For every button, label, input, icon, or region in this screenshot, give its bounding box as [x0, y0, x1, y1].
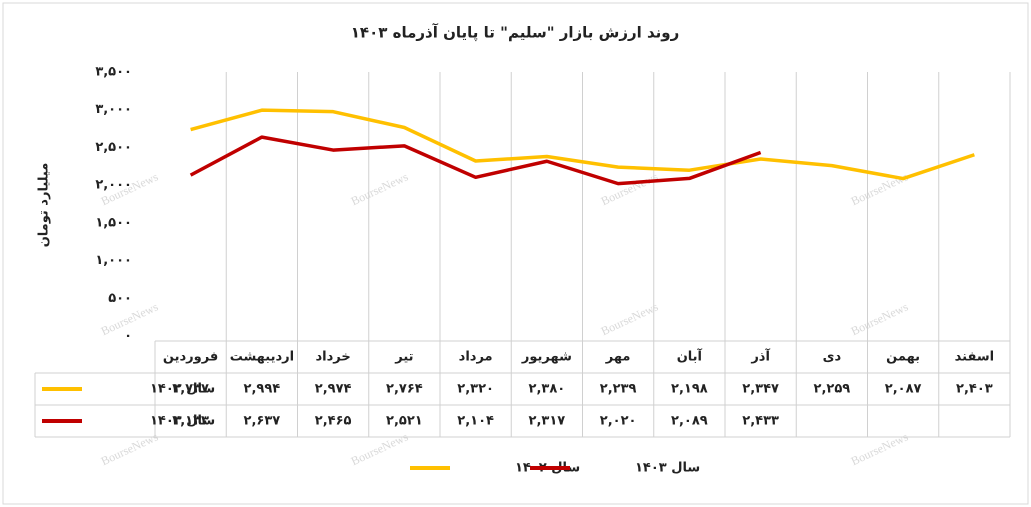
table-value: ۲,۰۲۰	[600, 414, 637, 429]
table-value: ۲,۴۰۳	[956, 382, 993, 397]
table-value: ۲,۱۰۴	[457, 414, 494, 429]
x-tick-label: اردیبهشت	[230, 350, 294, 365]
x-tick-label: خرداد	[315, 350, 350, 365]
x-tick-label: اسفند	[955, 350, 994, 365]
series-line	[190, 108, 975, 181]
chart-title: روند ارزش بازار "سلیم" تا پایان آذرماه ۱…	[351, 24, 679, 43]
table-value: ۲,۰۸۹	[671, 414, 708, 429]
table-value: ۲,۲۵۹	[814, 382, 851, 397]
x-tick-label: آذر	[750, 348, 770, 365]
y-tick-label: ۱,۰۰۰	[95, 253, 132, 268]
table-value: ۲,۹۷۴	[315, 382, 352, 397]
table-value: ۲,۵۲۱	[386, 414, 423, 429]
y-tick-label: ۰	[124, 329, 132, 344]
table-value: ۲,۴۶۵	[315, 414, 352, 429]
table-value: ۲,۲۳۹	[600, 382, 637, 397]
y-tick-label: ۱,۵۰۰	[95, 215, 132, 230]
y-axis-label: میلیارد تومان	[37, 163, 52, 248]
series-line	[189, 135, 762, 186]
y-tick-label: ۵۰۰	[108, 291, 132, 306]
table-value: ۲,۱۹۸	[671, 382, 708, 397]
y-tick-label: ۳,۵۰۰	[95, 65, 132, 80]
table-value: ۲,۴۳۳	[742, 414, 779, 429]
y-tick-label: ۳,۰۰۰	[95, 102, 132, 117]
table-series-name: سال ۱۴۰۲	[150, 382, 215, 397]
table-value: ۲,۳۴۷	[742, 382, 779, 397]
x-tick-label: مهر	[605, 350, 631, 365]
table-series-name: سال ۱۴۰۳	[150, 414, 215, 429]
x-tick-label: تیر	[394, 350, 413, 365]
x-tick-label: فروردین	[163, 350, 218, 365]
table-value: ۲,۹۹۴	[244, 382, 281, 397]
table-value: ۲,۳۸۰	[529, 382, 566, 397]
table-value: ۲,۰۸۷	[885, 382, 922, 397]
table-value: ۲,۷۳۷	[172, 382, 209, 397]
x-tick-label: مرداد	[459, 350, 493, 365]
x-tick-label: دی	[823, 350, 842, 365]
table-value: ۲,۶۳۷	[244, 414, 281, 429]
y-tick-label: ۲,۵۰۰	[95, 140, 132, 155]
table-value: ۲,۳۱۷	[529, 414, 566, 429]
x-tick-label: بهمن	[886, 350, 920, 365]
table-value: ۲,۳۲۰	[457, 382, 494, 397]
x-tick-label: آبان	[677, 348, 703, 365]
legend-label: سال ۱۴۰۳	[635, 461, 700, 476]
table-value: ۲,۷۶۴	[386, 382, 423, 397]
x-tick-label: شهریور	[521, 350, 572, 365]
y-tick-label: ۲,۰۰۰	[95, 178, 132, 193]
table-value: ۲,۱۳۳	[172, 414, 209, 429]
